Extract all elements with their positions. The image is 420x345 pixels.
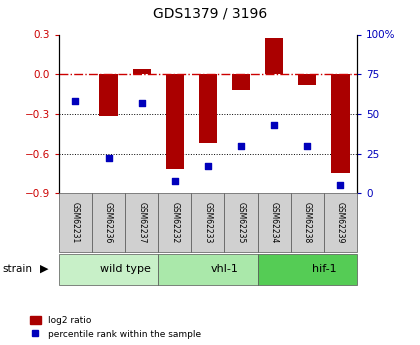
Text: GSM62233: GSM62233 (203, 202, 213, 243)
Point (271, 122, 278, 128)
Bar (324, 193, 357, 252)
Bar (92, 193, 125, 252)
Bar (265, 39, 283, 74)
Text: GSM62234: GSM62234 (270, 202, 278, 243)
Bar (199, 74, 217, 143)
Point (304, 143, 311, 148)
Text: hif-1: hif-1 (312, 264, 336, 274)
Bar (257, 254, 357, 285)
Text: GSM62231: GSM62231 (71, 202, 80, 243)
Text: GSM62236: GSM62236 (104, 202, 113, 243)
Point (171, 178, 178, 183)
Point (337, 183, 344, 188)
Text: GSM62235: GSM62235 (236, 202, 246, 243)
Text: vhl-1: vhl-1 (210, 264, 239, 274)
Point (138, 100, 145, 106)
Bar (257, 193, 291, 252)
Text: wild type: wild type (100, 264, 150, 274)
Bar (298, 74, 316, 85)
Point (205, 164, 211, 169)
Bar (133, 69, 151, 74)
Point (105, 156, 112, 161)
Bar (192, 193, 224, 252)
Text: GDS1379 / 3196: GDS1379 / 3196 (153, 7, 267, 21)
Bar (232, 74, 250, 90)
Bar (331, 74, 349, 173)
Bar (165, 74, 184, 169)
Text: GSM62232: GSM62232 (170, 202, 179, 243)
Bar (158, 254, 257, 285)
Text: GSM62238: GSM62238 (303, 202, 312, 243)
Bar (100, 74, 118, 117)
Legend: log2 ratio, percentile rank within the sample: log2 ratio, percentile rank within the s… (30, 316, 201, 339)
Text: strain: strain (2, 264, 32, 274)
Bar (291, 193, 324, 252)
Bar (59, 193, 92, 252)
Text: GSM62237: GSM62237 (137, 202, 146, 243)
Point (238, 143, 244, 148)
Text: ▶: ▶ (40, 264, 48, 274)
Point (72, 98, 79, 104)
Bar (224, 193, 257, 252)
Bar (59, 254, 158, 285)
Bar (125, 193, 158, 252)
Text: GSM62239: GSM62239 (336, 202, 345, 243)
Bar (158, 193, 192, 252)
